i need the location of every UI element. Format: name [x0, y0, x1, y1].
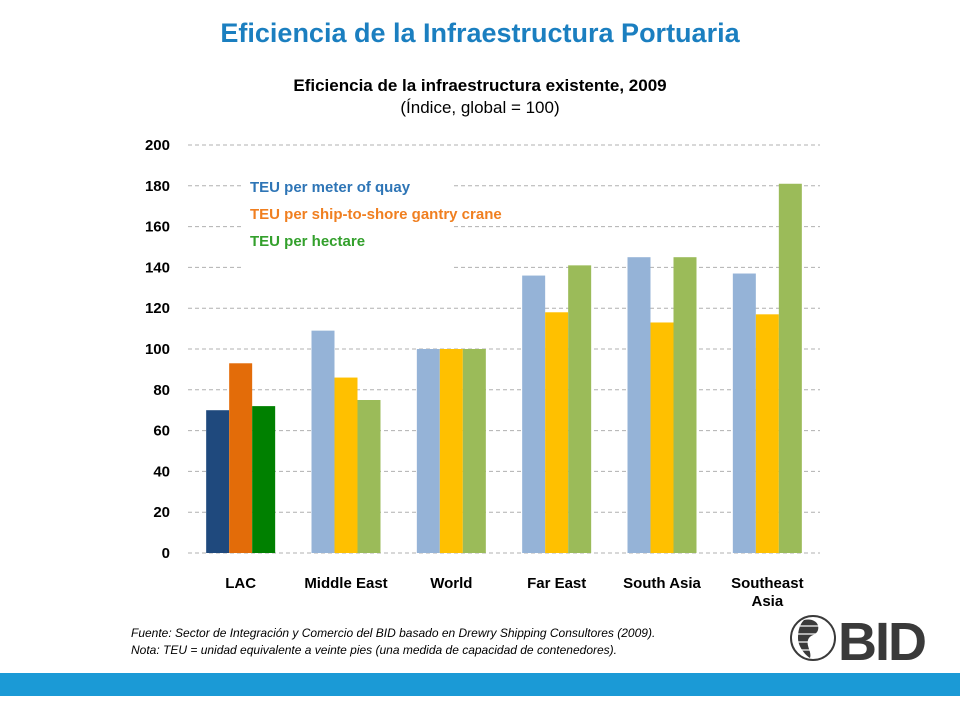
bar — [545, 312, 569, 553]
source-notes: Fuente: Sector de Integración y Comercio… — [131, 625, 791, 659]
note-text: Nota: TEU = unidad equivalente a veinte … — [131, 643, 617, 657]
x-tick-label-line: Asia — [751, 593, 783, 610]
bar — [568, 265, 592, 553]
bar — [416, 349, 440, 553]
y-tick-label: 20 — [153, 504, 170, 521]
bar — [439, 349, 463, 553]
y-tick-label: 120 — [145, 300, 170, 317]
legend-entry: TEU per hectare — [250, 233, 365, 250]
slide-title: Eficiencia de la Infraestructura Portuar… — [220, 18, 740, 48]
bar — [778, 183, 802, 553]
bar — [755, 314, 779, 553]
y-tick-label: 160 — [145, 219, 170, 236]
bar — [357, 400, 381, 553]
y-tick-label: 200 — [145, 137, 170, 154]
bar — [311, 330, 335, 553]
source-text: Fuente: Sector de Integración y Comercio… — [131, 626, 656, 640]
y-tick-label: 60 — [153, 423, 170, 440]
y-tick-label: 180 — [145, 178, 170, 195]
globe-icon — [790, 615, 836, 661]
chart-subtitle: (Índice, global = 100) — [400, 98, 560, 117]
x-tick-label: Far East — [527, 575, 586, 592]
bar — [462, 349, 486, 553]
bid-logo-text: BID — [838, 612, 925, 664]
x-tick-label: Southeast Asia — [731, 575, 804, 610]
x-tick-label: World — [430, 575, 472, 592]
bar — [252, 406, 276, 553]
y-tick-label: 140 — [145, 259, 170, 276]
legend-background — [242, 172, 452, 272]
bar — [229, 363, 253, 553]
footer-bar — [0, 673, 960, 696]
y-tick-label: 100 — [145, 341, 170, 358]
x-tick-label-line: Southeast — [731, 575, 804, 592]
bar — [673, 257, 697, 553]
bar — [522, 275, 546, 553]
y-tick-label: 80 — [153, 382, 170, 399]
chart-title: Eficiencia de la infraestructura existen… — [293, 76, 667, 95]
bar — [732, 273, 756, 553]
bar — [627, 257, 651, 553]
y-tick-label: 0 — [162, 545, 170, 562]
bid-logo: BID — [790, 612, 927, 664]
bar — [206, 410, 230, 553]
x-tick-label: Middle East — [304, 575, 387, 592]
legend-entry: TEU per ship-to-shore gantry crane — [250, 206, 502, 223]
legend-entry: TEU per meter of quay — [250, 179, 411, 196]
bar-chart: 0 20 40 60 80 100 120 140 160 180 200 LAC Middle Eas… — [145, 137, 820, 610]
y-tick-label: 40 — [153, 463, 170, 480]
x-tick-label: LAC — [225, 575, 256, 592]
bar — [650, 322, 674, 553]
bar — [334, 377, 358, 553]
x-tick-label: South Asia — [623, 575, 701, 592]
